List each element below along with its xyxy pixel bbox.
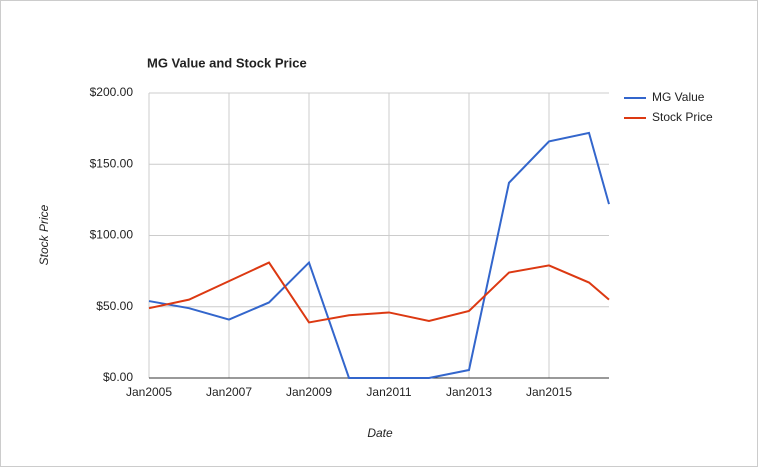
x-tick-label: Jan2009 xyxy=(286,385,332,399)
x-tick-label: Jan2007 xyxy=(206,385,252,399)
chart-title: MG Value and Stock Price xyxy=(147,55,307,70)
y-tick-label: $100.00 xyxy=(90,228,134,242)
y-tick-label: $50.00 xyxy=(96,299,133,313)
legend-label: Stock Price xyxy=(652,110,713,124)
x-tick-label: Jan2011 xyxy=(366,385,411,399)
y-axis-label: Stock Price xyxy=(37,204,51,265)
x-axis-label: Date xyxy=(367,426,393,440)
x-tick-label: Jan2015 xyxy=(526,385,572,399)
series-line xyxy=(148,131,610,379)
y-tick-label: $150.00 xyxy=(90,156,134,170)
x-tick-label: Jan2005 xyxy=(126,385,172,399)
x-tick-label: Jan2013 xyxy=(446,385,492,399)
legend-label: MG Value xyxy=(652,90,705,104)
y-tick-label: $0.00 xyxy=(103,370,133,384)
series-line xyxy=(148,261,610,324)
y-tick-label: $200.00 xyxy=(90,85,134,99)
